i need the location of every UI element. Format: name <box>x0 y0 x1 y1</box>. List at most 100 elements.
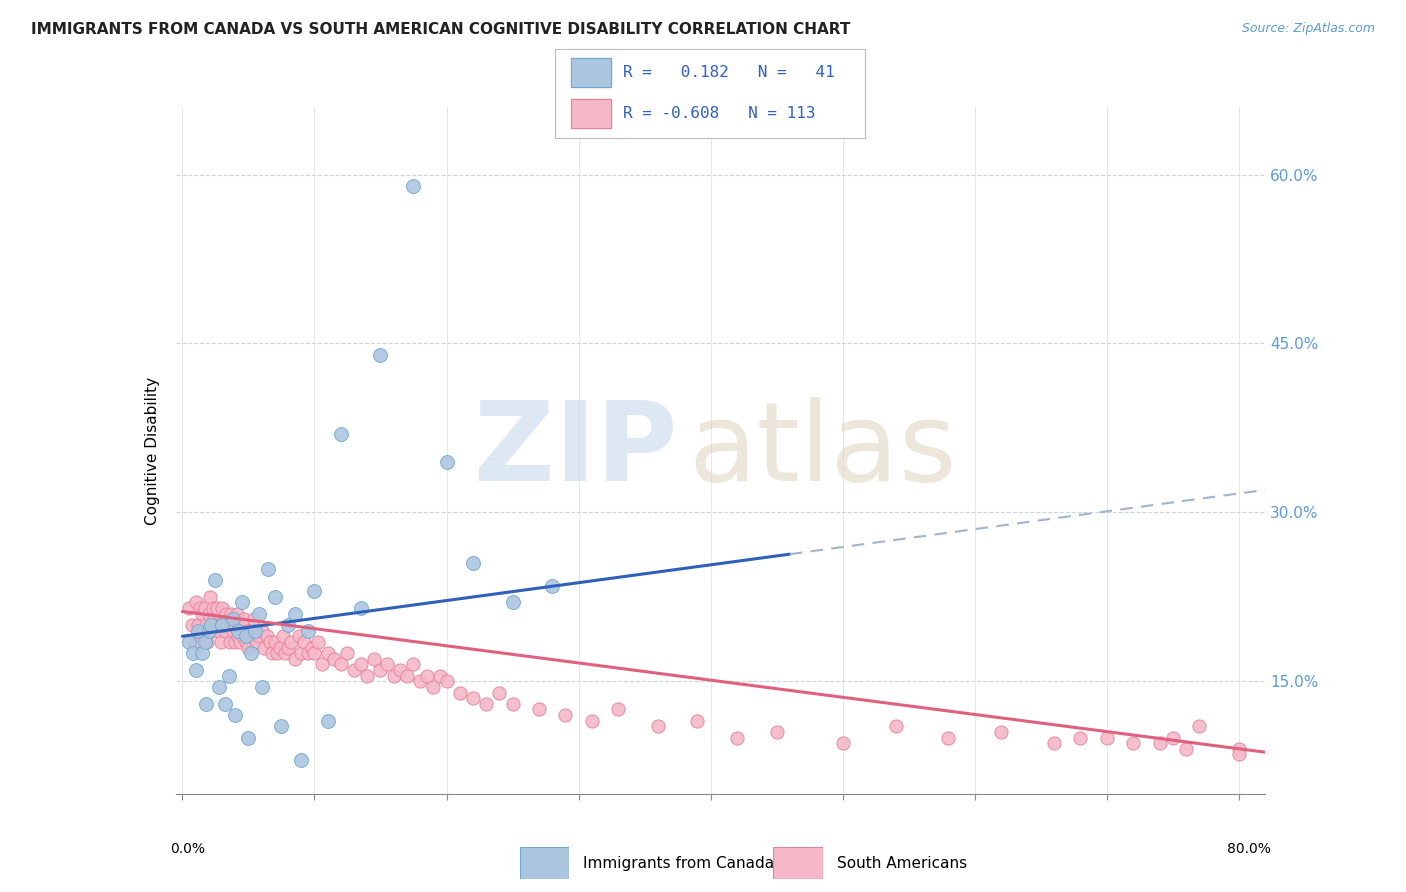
Point <box>1069 731 1091 745</box>
Point <box>233 612 256 626</box>
Point <box>370 348 392 362</box>
Point <box>765 725 787 739</box>
Point <box>297 624 319 638</box>
Point <box>363 652 385 666</box>
Point <box>188 601 211 615</box>
Text: R =   0.182   N =   41: R = 0.182 N = 41 <box>623 65 835 79</box>
Point <box>316 714 339 728</box>
Point <box>274 646 297 660</box>
Point <box>581 714 603 728</box>
Point <box>290 646 312 660</box>
Point <box>475 697 498 711</box>
Point <box>502 595 524 609</box>
Point <box>253 640 276 655</box>
Point <box>235 635 257 649</box>
Point <box>297 646 319 660</box>
Point <box>197 624 219 638</box>
Text: South Americans: South Americans <box>837 856 967 871</box>
Point <box>541 578 564 592</box>
Point <box>1175 742 1198 756</box>
Point <box>221 612 243 626</box>
Point <box>436 455 458 469</box>
Text: 80.0%: 80.0% <box>1227 842 1271 856</box>
Text: 0.0%: 0.0% <box>170 842 205 856</box>
Point <box>395 668 418 682</box>
Bar <box>571 58 612 87</box>
Point <box>389 663 412 677</box>
Point <box>290 753 312 767</box>
Point <box>200 624 222 638</box>
Point <box>240 624 263 638</box>
Point <box>449 685 471 699</box>
Point <box>311 657 333 672</box>
Point <box>1095 731 1118 745</box>
Point <box>194 635 217 649</box>
Point <box>1149 736 1171 750</box>
Bar <box>571 58 612 87</box>
Point <box>382 668 405 682</box>
Point <box>336 646 359 660</box>
Text: ZIP: ZIP <box>474 397 678 504</box>
Point <box>422 680 444 694</box>
Point <box>257 562 280 576</box>
Point <box>329 657 352 672</box>
Point <box>263 635 285 649</box>
Point <box>1227 747 1250 762</box>
Point <box>461 691 484 706</box>
Point <box>259 635 281 649</box>
Point <box>193 624 215 638</box>
Point <box>205 601 228 615</box>
Point <box>607 702 630 716</box>
Point <box>316 646 339 660</box>
Point <box>250 624 273 638</box>
Point <box>1161 731 1184 745</box>
Point <box>214 697 236 711</box>
Point <box>209 635 232 649</box>
Point <box>256 629 278 643</box>
Point <box>277 618 299 632</box>
Point <box>211 618 233 632</box>
Point <box>200 618 222 632</box>
Point <box>224 635 246 649</box>
Point <box>429 668 451 682</box>
Point <box>184 663 207 677</box>
Point <box>409 674 432 689</box>
Point <box>180 618 202 632</box>
Point <box>231 595 253 609</box>
Point <box>243 624 266 638</box>
Point <box>195 697 218 711</box>
Point <box>207 624 229 638</box>
Point <box>187 618 209 632</box>
Point <box>211 601 233 615</box>
Point <box>219 607 242 621</box>
Point <box>284 652 307 666</box>
Bar <box>571 99 612 128</box>
Point <box>224 708 246 723</box>
Point <box>527 702 550 716</box>
Point <box>356 668 378 682</box>
Point <box>229 635 252 649</box>
Point <box>370 663 392 677</box>
Point <box>343 663 366 677</box>
Point <box>184 595 207 609</box>
Point <box>215 607 238 621</box>
Point <box>292 635 315 649</box>
Point <box>218 612 240 626</box>
Point <box>247 629 270 643</box>
Point <box>725 731 748 745</box>
Point <box>231 618 253 632</box>
Point <box>270 719 292 733</box>
Point <box>242 612 264 626</box>
Point <box>436 674 458 689</box>
Point <box>647 719 669 733</box>
Text: R = -0.608   N = 113: R = -0.608 N = 113 <box>623 106 815 120</box>
Point <box>990 725 1012 739</box>
Text: Source: ZipAtlas.com: Source: ZipAtlas.com <box>1241 22 1375 36</box>
Point <box>197 607 219 621</box>
Point <box>204 618 226 632</box>
Point <box>304 646 326 660</box>
Point <box>202 612 225 626</box>
Point <box>181 646 204 660</box>
Point <box>1188 719 1211 733</box>
Point <box>191 607 214 621</box>
